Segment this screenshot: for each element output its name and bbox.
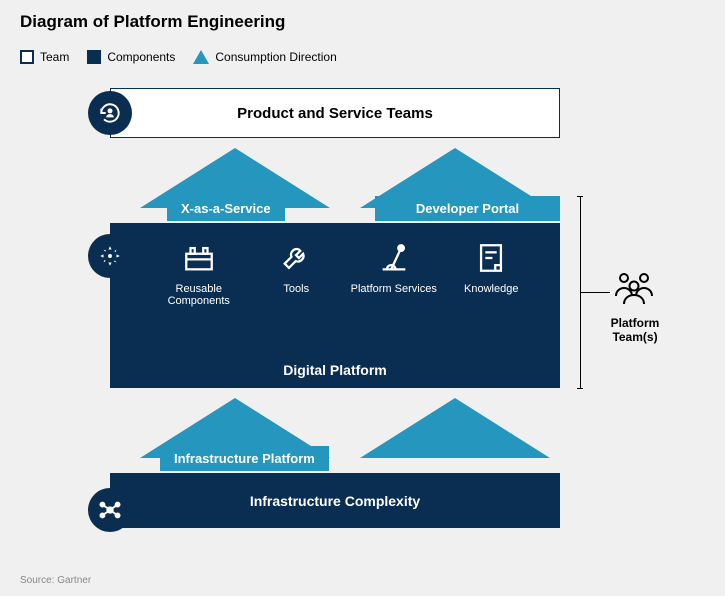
bracket-tick-bottom xyxy=(577,388,583,389)
refresh-person-icon xyxy=(88,91,132,135)
legend-consumption-label: Consumption Direction xyxy=(215,50,336,64)
platform-items-row: Reusable Components Tools Platform Servi… xyxy=(110,223,560,307)
main-title: Diagram of Platform Engineering xyxy=(20,12,285,32)
legend: Team Components Consumption Direction xyxy=(20,50,337,64)
platform-item-services: Platform Services xyxy=(349,241,439,307)
legend-team-label: Team xyxy=(40,50,69,64)
digital-platform-box: Reusable Components Tools Platform Servi… xyxy=(110,223,560,388)
source-attribution: Source: Gartner xyxy=(20,575,91,586)
developer-portal-tag: Developer Portal xyxy=(375,196,560,221)
platform-item-tools: Tools xyxy=(251,241,341,307)
bracket-connector xyxy=(580,292,610,293)
team-swatch-icon xyxy=(20,50,34,64)
xaas-tag: X-as-a-Service xyxy=(167,196,285,221)
platform-item-knowledge: Knowledge xyxy=(446,241,536,307)
platform-item-tools-label: Tools xyxy=(283,283,309,295)
platform-teams-label: Platform Team(s) xyxy=(595,316,675,345)
infrastructure-complexity-label: Infrastructure Complexity xyxy=(250,493,420,509)
digital-platform-title: Digital Platform xyxy=(110,362,560,378)
consumption-triangle-4 xyxy=(360,398,550,458)
components-icon xyxy=(182,241,216,275)
diagram-area: Product and Service Teams X-as-a-Service… xyxy=(90,88,560,558)
platform-item-reusable-label: Reusable Components xyxy=(154,283,244,307)
legend-team: Team xyxy=(20,50,69,64)
legend-components: Components xyxy=(87,50,175,64)
legend-components-label: Components xyxy=(107,50,175,64)
legend-consumption: Consumption Direction xyxy=(193,50,336,64)
wrench-icon xyxy=(279,241,313,275)
bracket-tick-top xyxy=(577,196,583,197)
product-service-teams-label: Product and Service Teams xyxy=(237,105,433,122)
product-service-teams-box: Product and Service Teams xyxy=(110,88,560,138)
platform-item-services-label: Platform Services xyxy=(351,283,437,295)
infrastructure-complexity-box: Infrastructure Complexity xyxy=(110,473,560,528)
lever-icon xyxy=(377,241,411,275)
platform-item-knowledge-label: Knowledge xyxy=(464,283,518,295)
consumption-triangle-icon xyxy=(193,50,209,64)
people-icon xyxy=(610,268,658,308)
components-swatch-icon xyxy=(87,50,101,64)
arrows-out-icon xyxy=(88,234,132,278)
network-icon xyxy=(88,488,132,532)
platform-item-reusable: Reusable Components xyxy=(154,241,244,307)
document-icon xyxy=(474,241,508,275)
infrastructure-platform-tag: Infrastructure Platform xyxy=(160,446,329,471)
